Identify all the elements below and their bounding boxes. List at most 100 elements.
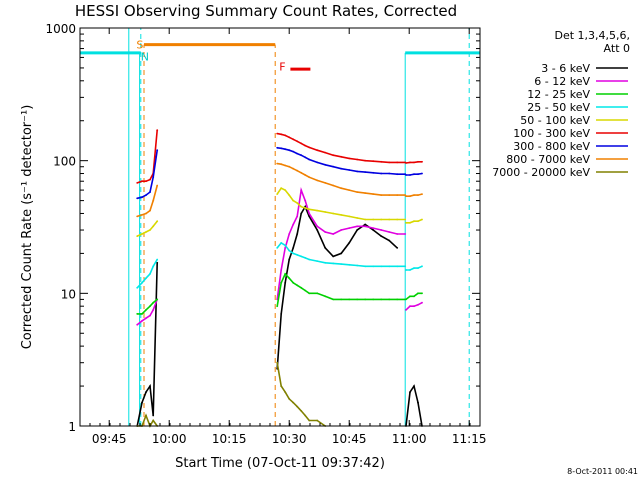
data-point — [396, 218, 399, 221]
data-point — [152, 309, 155, 311]
data-point — [324, 261, 327, 264]
flag-f: F — [279, 60, 285, 73]
data-point — [372, 265, 375, 268]
data-point — [304, 414, 307, 417]
data-point — [136, 286, 139, 289]
data-point — [308, 146, 311, 149]
series-line-4-0 — [136, 220, 158, 237]
data-point — [332, 233, 335, 235]
data-point — [304, 207, 307, 209]
data-point — [364, 192, 367, 195]
data-point — [405, 221, 407, 224]
data-point — [324, 151, 327, 154]
series-line-5-1 — [277, 132, 406, 164]
data-point — [356, 225, 359, 228]
data-point — [380, 235, 383, 238]
data-point — [292, 167, 295, 170]
data-point — [332, 154, 335, 157]
data-point — [141, 401, 143, 404]
data-point — [156, 149, 159, 152]
data-point — [332, 262, 335, 265]
data-point — [417, 220, 419, 223]
data-point — [296, 152, 299, 155]
data-point — [332, 212, 335, 215]
data-point — [356, 191, 359, 194]
data-point — [396, 247, 399, 249]
data-point — [356, 217, 359, 219]
data-point — [149, 273, 151, 275]
data-point — [364, 159, 367, 162]
data-point — [288, 194, 291, 197]
data-point — [284, 273, 287, 275]
data-point — [348, 157, 351, 160]
legend-label: 50 - 100 keV — [520, 114, 590, 127]
data-point — [149, 209, 151, 212]
data-point — [141, 196, 143, 199]
series-line-1-1 — [276, 186, 406, 300]
data-point — [308, 176, 311, 179]
series-line-0-1 — [276, 204, 398, 369]
legend-label: 300 - 800 keV — [513, 140, 590, 153]
data-point — [145, 309, 147, 311]
data-point — [152, 265, 155, 268]
data-point — [340, 155, 343, 158]
data-point — [332, 298, 335, 301]
data-point — [284, 189, 287, 192]
data-point — [145, 212, 147, 215]
data-point — [300, 189, 303, 192]
data-point — [332, 184, 335, 187]
data-point — [396, 298, 399, 301]
data-point — [340, 167, 343, 170]
data-point — [300, 142, 303, 145]
data-point — [308, 212, 311, 215]
data-point — [292, 281, 295, 284]
data-point — [405, 174, 407, 176]
data-point — [141, 214, 143, 216]
data-point — [304, 289, 307, 292]
data-point — [152, 419, 155, 422]
series-line-8-1 — [276, 362, 326, 427]
data-point — [316, 260, 319, 262]
data-point — [292, 252, 295, 255]
data-point — [409, 195, 411, 198]
data-point — [300, 205, 303, 208]
x-tick-label: 11:00 — [392, 432, 427, 446]
flag-s: S — [136, 39, 143, 52]
data-point — [409, 269, 411, 271]
data-point — [372, 229, 375, 231]
data-point — [300, 255, 303, 258]
data-point — [149, 229, 151, 231]
data-point — [280, 269, 283, 271]
data-point — [145, 231, 147, 233]
data-point — [284, 281, 287, 284]
data-point — [372, 298, 375, 301]
data-point — [284, 244, 287, 247]
data-point — [388, 218, 391, 221]
data-point — [388, 265, 391, 268]
data-point — [145, 180, 147, 183]
data-point — [421, 292, 423, 295]
data-point — [152, 301, 155, 304]
data-point — [152, 176, 155, 179]
data-point — [308, 292, 311, 295]
legend-label: 6 - 12 keV — [534, 75, 590, 88]
data-point — [308, 419, 311, 422]
data-point — [316, 149, 319, 152]
data-point — [280, 242, 283, 244]
data-point — [292, 150, 295, 153]
series-line-0-0 — [136, 262, 158, 427]
data-point — [308, 158, 311, 161]
data-point — [308, 208, 311, 211]
data-point — [145, 317, 147, 320]
data-point — [292, 223, 295, 226]
series-line-7-0 — [136, 185, 158, 218]
x-tick-label: 10:15 — [212, 432, 247, 446]
data-point — [380, 229, 383, 231]
data-point — [156, 220, 159, 223]
data-point — [280, 385, 283, 387]
data-point — [292, 138, 295, 141]
data-point — [152, 225, 155, 228]
data-point — [141, 281, 143, 284]
data-point — [288, 136, 291, 139]
